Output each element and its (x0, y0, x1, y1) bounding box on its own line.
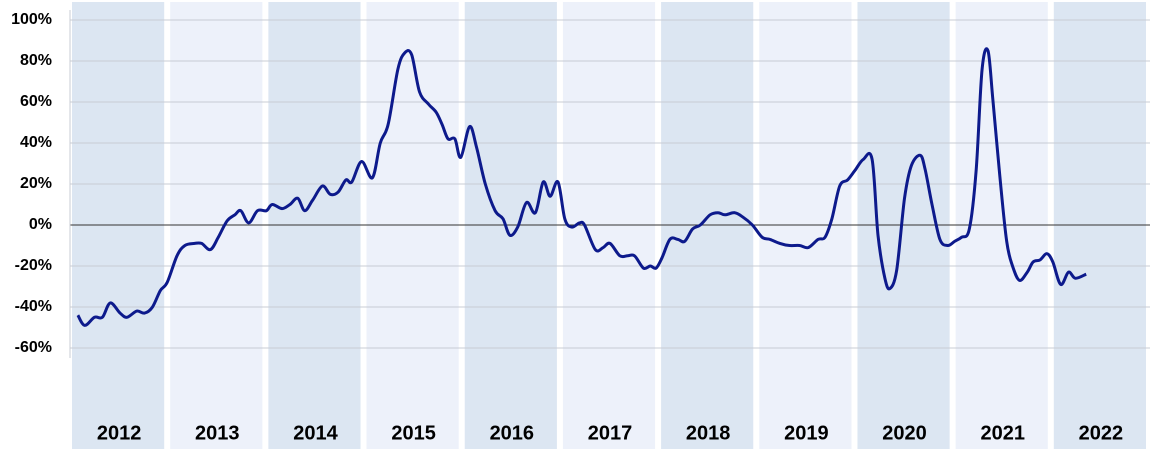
y-tick-label: 100% (11, 11, 52, 28)
y-tick-label: 40% (20, 134, 52, 151)
y-tick-label: -60% (15, 339, 52, 356)
y-tick-label: -40% (15, 298, 52, 315)
band-label: 2019 (784, 422, 829, 444)
band-label: 2022 (1079, 422, 1124, 444)
band-label: 2021 (980, 422, 1025, 444)
y-tick-label: 80% (20, 52, 52, 69)
y-tick-label: -20% (15, 257, 52, 274)
band-label: 2017 (588, 422, 633, 444)
band-label: 2020 (882, 422, 927, 444)
y-tick-label: 0% (29, 216, 52, 233)
y-tick-label: 60% (20, 93, 52, 110)
marks (76, 47, 1087, 327)
band-label: 2012 (97, 422, 142, 444)
band-label: 2016 (490, 422, 535, 444)
band-label: 2014 (293, 422, 338, 444)
band-label: 2013 (195, 422, 240, 444)
band-label: 2018 (686, 422, 731, 444)
line (76, 47, 1087, 327)
band-label: 2015 (391, 422, 436, 444)
labels: 2012 2013 2014 2015 2016 2017 2018 2019 2020 2021… (11, 11, 1123, 444)
y-tick-label: 20% (20, 175, 52, 192)
